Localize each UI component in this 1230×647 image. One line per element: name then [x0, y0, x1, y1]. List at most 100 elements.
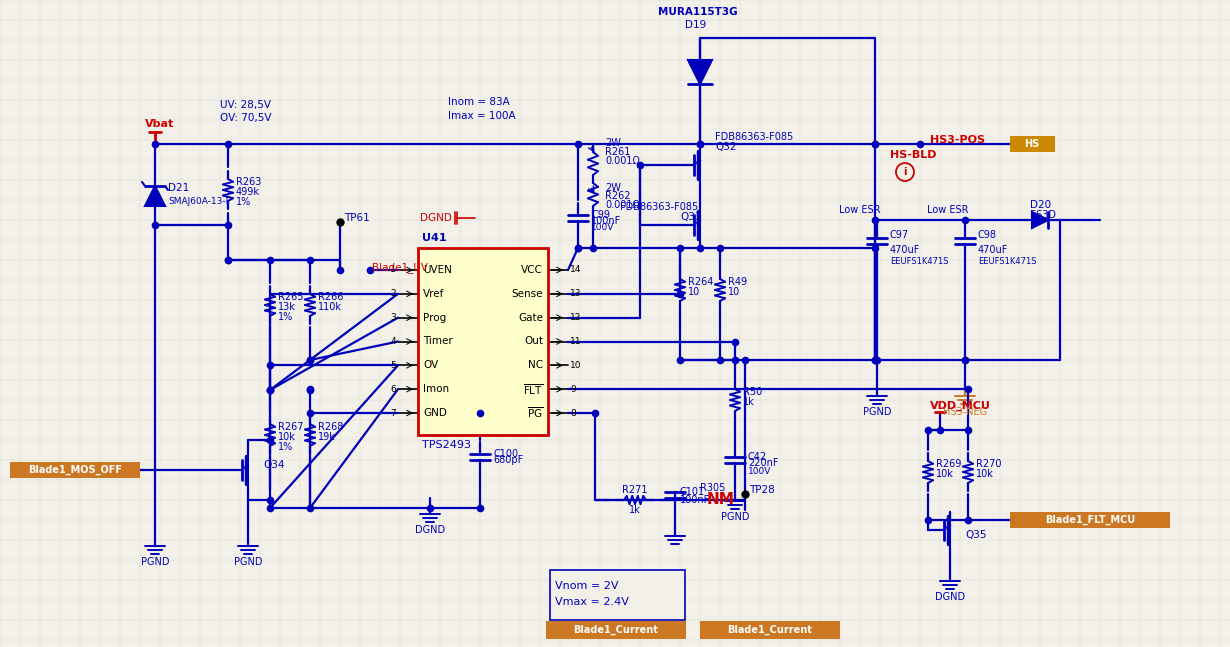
Text: 470uF: 470uF	[891, 245, 920, 255]
Text: 1%: 1%	[278, 442, 293, 452]
Bar	[1010, 136, 1055, 152]
Text: 470uF: 470uF	[978, 245, 1009, 255]
Text: PGND: PGND	[862, 407, 892, 417]
Text: 10k: 10k	[278, 432, 296, 442]
Text: C101: C101	[680, 487, 705, 497]
Text: 2W: 2W	[605, 138, 621, 148]
Text: 7: 7	[390, 408, 396, 417]
Text: GND: GND	[423, 408, 446, 418]
Text: EEUFS1K471S: EEUFS1K471S	[891, 258, 948, 267]
Text: 10: 10	[688, 287, 700, 297]
Text: 499k: 499k	[236, 187, 260, 197]
Text: R266: R266	[319, 292, 343, 302]
Text: 1k: 1k	[629, 505, 641, 515]
Text: FDB86363-F085: FDB86363-F085	[715, 132, 793, 142]
Text: HS3-POS: HS3-POS	[930, 135, 985, 145]
Bar	[550, 570, 685, 620]
Text: 100V: 100V	[590, 223, 614, 232]
Text: NC: NC	[528, 360, 542, 370]
Text: 6: 6	[390, 385, 396, 393]
Text: 3: 3	[390, 313, 396, 322]
Text: Out: Out	[524, 336, 542, 347]
Bar	[1010, 512, 1170, 528]
Text: R265: R265	[278, 292, 304, 302]
Text: 12: 12	[569, 313, 582, 322]
Text: 10k: 10k	[936, 469, 954, 479]
Text: 220nF: 220nF	[748, 458, 779, 468]
Text: 1: 1	[390, 265, 396, 274]
Text: FDB86363-F085: FDB86363-F085	[620, 202, 699, 212]
Text: Prog: Prog	[423, 313, 446, 323]
Text: D19: D19	[685, 20, 706, 30]
Text: TPS2493: TPS2493	[422, 440, 471, 450]
Text: C97: C97	[891, 230, 909, 240]
Text: HS-BLD: HS-BLD	[891, 150, 936, 160]
Text: Vref: Vref	[423, 289, 444, 299]
Text: Blade1_Current: Blade1_Current	[728, 625, 813, 635]
Text: VDD_MCU: VDD_MCU	[930, 401, 991, 411]
Text: R261: R261	[605, 147, 630, 157]
Text: D20: D20	[1030, 200, 1052, 210]
Text: 13k: 13k	[278, 302, 296, 312]
Text: UVEN: UVEN	[423, 265, 451, 275]
Text: 1%: 1%	[278, 312, 293, 322]
Text: R267: R267	[278, 422, 304, 432]
Text: R50: R50	[743, 387, 763, 397]
Text: Q34: Q34	[263, 460, 284, 470]
Text: OV: OV	[423, 360, 438, 370]
Text: R271: R271	[622, 485, 648, 495]
Text: DGND: DGND	[419, 213, 451, 223]
Text: NM: NM	[707, 492, 734, 507]
Text: Vbat: Vbat	[145, 119, 175, 129]
Text: SMAJ60A-13-F: SMAJ60A-13-F	[169, 197, 231, 206]
Text: $\overline{\mathrm{PG}}$: $\overline{\mathrm{PG}}$	[526, 406, 542, 421]
Bar	[700, 621, 840, 639]
Text: Q32: Q32	[715, 142, 737, 152]
Text: DGND: DGND	[935, 592, 966, 602]
Text: 9: 9	[569, 385, 576, 393]
Text: EEUFS1K471S: EEUFS1K471S	[978, 258, 1037, 267]
Text: HS3-NEG: HS3-NEG	[943, 407, 986, 417]
Text: Blade1_UV: Blade1_UV	[371, 263, 428, 274]
Text: U41: U41	[422, 233, 446, 243]
Text: 0.001Ω: 0.001Ω	[605, 200, 640, 210]
Text: MURA115T3G: MURA115T3G	[658, 7, 738, 17]
Text: 100nF: 100nF	[590, 216, 621, 226]
Text: i: i	[903, 167, 907, 177]
Text: 680pF: 680pF	[493, 455, 523, 465]
Text: PGND: PGND	[140, 557, 170, 567]
Text: $\overline{\mathrm{FLT}}$: $\overline{\mathrm{FLT}}$	[523, 382, 542, 397]
Text: Blade1_Current: Blade1_Current	[573, 625, 658, 635]
Text: 10k: 10k	[975, 469, 994, 479]
Text: 5: 5	[390, 361, 396, 370]
Text: 100nF: 100nF	[680, 495, 710, 505]
Text: Blade1_MOS_OFF: Blade1_MOS_OFF	[28, 465, 122, 475]
Text: C42: C42	[748, 452, 768, 462]
Polygon shape	[1032, 212, 1048, 228]
Text: 10: 10	[728, 287, 740, 297]
Text: Vnom = 2V: Vnom = 2V	[555, 581, 619, 591]
Text: 0.001Ω: 0.001Ω	[605, 156, 640, 166]
Text: 14: 14	[569, 265, 582, 274]
Text: Blade1_FLT_MCU: Blade1_FLT_MCU	[1044, 515, 1135, 525]
Text: 2: 2	[390, 289, 396, 298]
Text: 1%: 1%	[236, 197, 251, 207]
Text: 4: 4	[390, 337, 396, 346]
Text: R49: R49	[728, 277, 747, 287]
Text: R262: R262	[605, 191, 631, 201]
Text: PGND: PGND	[721, 512, 749, 522]
Text: PGND: PGND	[234, 557, 262, 567]
Bar	[546, 621, 686, 639]
Text: R268: R268	[319, 422, 343, 432]
Text: Gate: Gate	[518, 313, 542, 323]
Text: C99: C99	[590, 210, 610, 220]
Text: 110k: 110k	[319, 302, 342, 312]
Text: Q33: Q33	[680, 212, 701, 222]
Text: TP61: TP61	[344, 213, 370, 223]
Text: D21: D21	[169, 183, 189, 193]
Text: Imon: Imon	[423, 384, 449, 394]
Text: ES3D: ES3D	[1030, 210, 1057, 220]
Text: UV: 28,5V: UV: 28,5V	[220, 100, 271, 110]
FancyBboxPatch shape	[418, 248, 549, 435]
Text: DGND: DGND	[415, 525, 445, 535]
